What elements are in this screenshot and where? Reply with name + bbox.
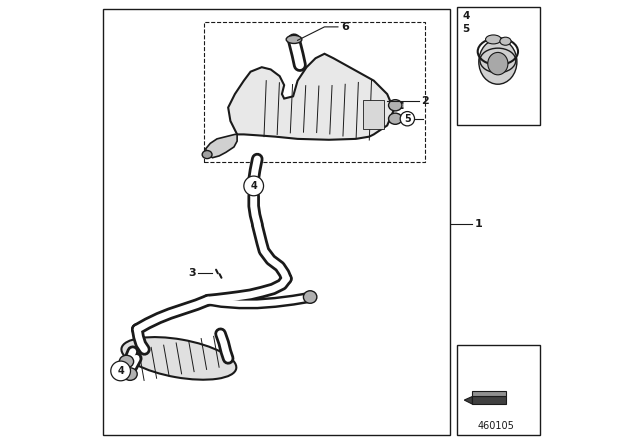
Ellipse shape	[388, 113, 402, 125]
Ellipse shape	[500, 37, 511, 45]
Text: 460105: 460105	[477, 422, 514, 431]
Bar	[457, 345, 540, 435]
Circle shape	[400, 112, 415, 126]
Circle shape	[111, 361, 131, 381]
Text: 4: 4	[117, 366, 124, 376]
Circle shape	[244, 176, 264, 196]
Text: 2: 2	[421, 96, 429, 106]
Text: 5: 5	[463, 24, 470, 34]
Text: 3: 3	[188, 268, 195, 278]
Bar	[103, 9, 450, 435]
Ellipse shape	[286, 35, 302, 43]
Ellipse shape	[479, 39, 517, 84]
Ellipse shape	[303, 291, 317, 303]
Polygon shape	[228, 54, 394, 140]
Text: 5: 5	[404, 114, 411, 124]
Ellipse shape	[486, 35, 501, 44]
Text: 6: 6	[341, 22, 349, 32]
Ellipse shape	[119, 355, 134, 368]
Polygon shape	[472, 396, 506, 404]
Polygon shape	[464, 396, 472, 404]
Text: 4: 4	[463, 11, 470, 21]
Polygon shape	[472, 391, 506, 396]
Text: 1: 1	[475, 219, 483, 229]
Bar	[457, 7, 540, 125]
Polygon shape	[206, 134, 237, 158]
Bar	[362, 100, 384, 129]
Text: 4: 4	[250, 181, 257, 191]
Ellipse shape	[123, 368, 137, 380]
Ellipse shape	[202, 151, 212, 159]
Ellipse shape	[488, 52, 508, 75]
Ellipse shape	[122, 337, 236, 380]
Ellipse shape	[388, 99, 402, 111]
